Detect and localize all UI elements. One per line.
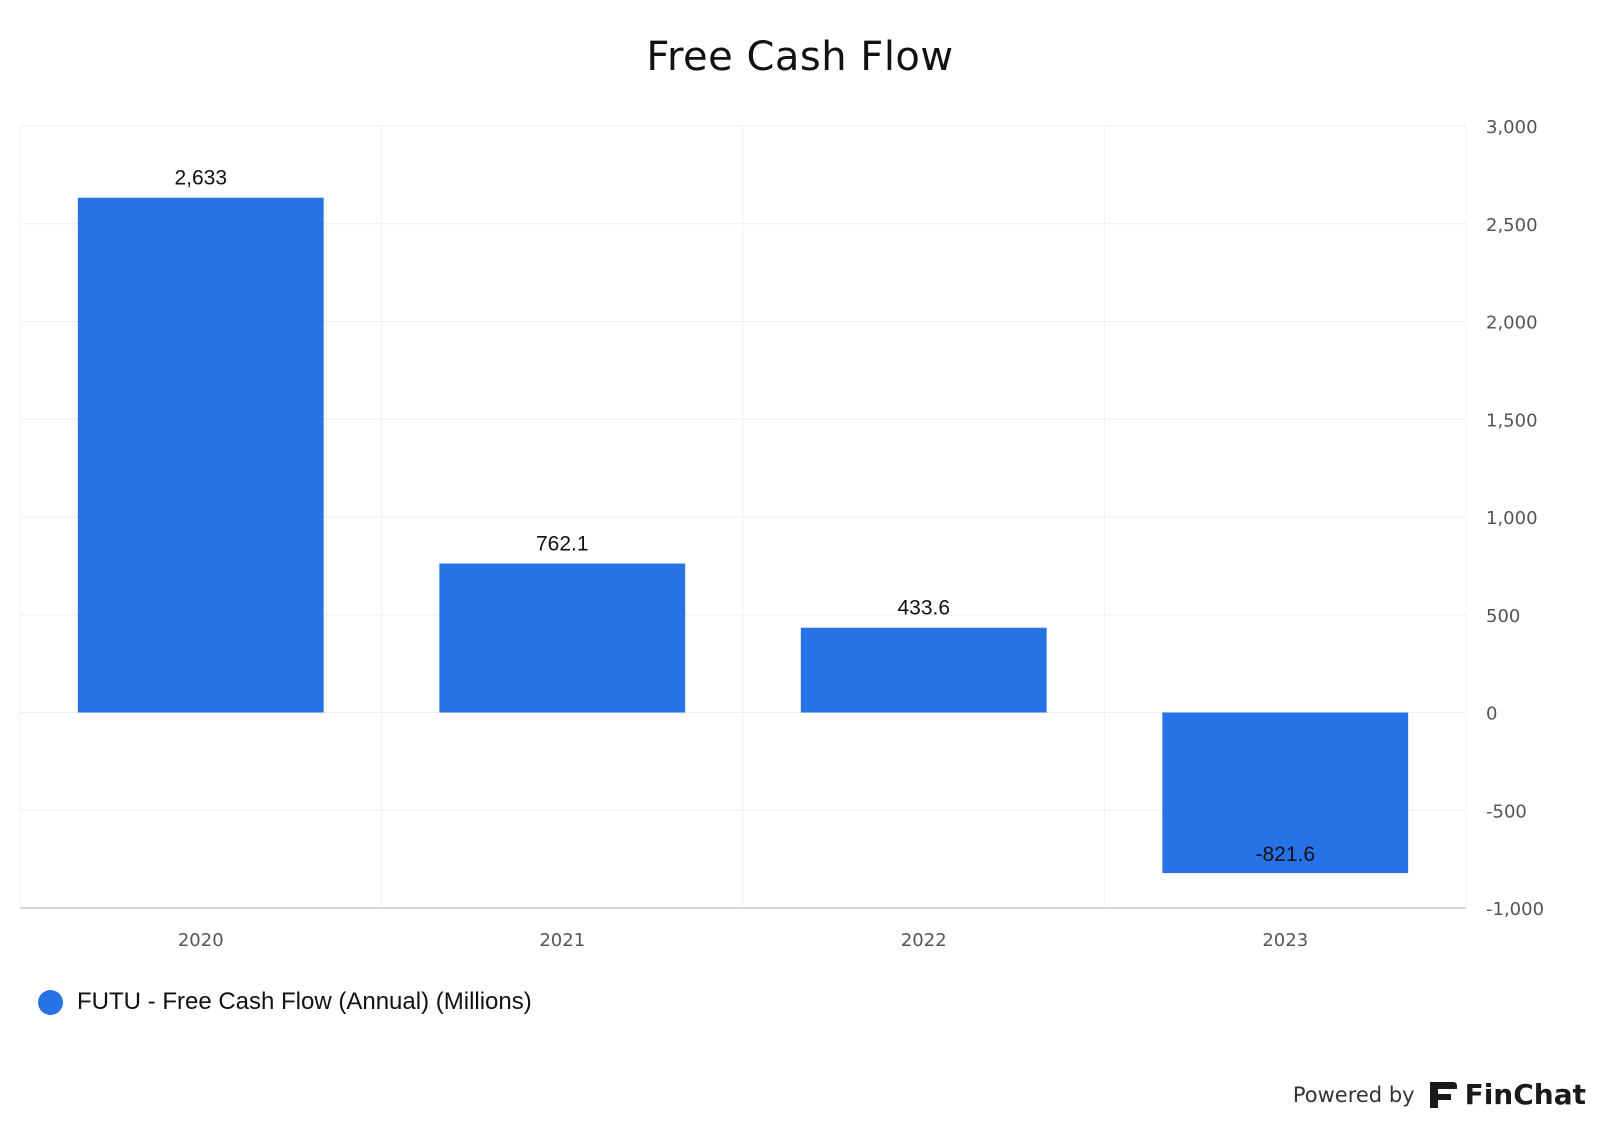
y-tick-label: 1,000 bbox=[1486, 508, 1538, 529]
bar-2020 bbox=[77, 197, 324, 713]
x-axis: 2020 2021 2022 2023 bbox=[20, 907, 1466, 951]
y-tick-label: -1,000 bbox=[1486, 899, 1544, 920]
data-label: 433.6 bbox=[897, 597, 950, 620]
bar-2023 bbox=[1162, 712, 1409, 874]
brand[interactable]: FinChat bbox=[1427, 1078, 1586, 1111]
y-tick-label: 2,500 bbox=[1486, 215, 1538, 236]
data-label: 762.1 bbox=[536, 533, 589, 556]
x-tick-label: 2023 bbox=[1262, 930, 1308, 951]
data-label: -821.6 bbox=[1255, 843, 1315, 866]
data-label: 2,633 bbox=[174, 167, 227, 190]
bar-chart: 2,633 762.1 433.6 -821.6 2020 2021 2022 2023 3… bbox=[19, 117, 1544, 951]
legend[interactable]: FUTU - Free Cash Flow (Annual) (Millions… bbox=[38, 988, 532, 1016]
bar-2022 bbox=[800, 627, 1047, 713]
bars bbox=[77, 197, 1409, 874]
powered-by-text: Powered by bbox=[1292, 1082, 1415, 1107]
x-tick-label: 2022 bbox=[901, 930, 947, 951]
legend-label: FUTU - Free Cash Flow (Annual) (Millions… bbox=[77, 988, 532, 1015]
y-tick-label: 500 bbox=[1486, 606, 1520, 627]
y-tick-label: 3,000 bbox=[1486, 117, 1538, 138]
legend-swatch bbox=[38, 989, 63, 1015]
y-tick-label: 1,500 bbox=[1486, 410, 1538, 431]
bar-2021 bbox=[439, 563, 686, 713]
chart-title: Free Cash Flow bbox=[646, 34, 954, 80]
x-tick-label: 2021 bbox=[539, 930, 585, 951]
y-axis: 3,000 2,500 2,000 1,500 1,000 500 0 -500 -1,000 bbox=[1486, 117, 1544, 920]
x-tick-label: 2020 bbox=[178, 930, 224, 951]
data-labels: 2,633 762.1 433.6 -821.6 bbox=[174, 167, 1315, 866]
y-tick-label: 2,000 bbox=[1486, 313, 1538, 334]
brand-name: FinChat bbox=[1464, 1078, 1586, 1111]
powered-by-footer[interactable]: Powered by FinChat bbox=[1293, 1078, 1586, 1111]
y-tick-label: -500 bbox=[1486, 801, 1527, 822]
finchat-logo-icon bbox=[1429, 1081, 1457, 1108]
y-tick-label: 0 bbox=[1486, 704, 1497, 725]
